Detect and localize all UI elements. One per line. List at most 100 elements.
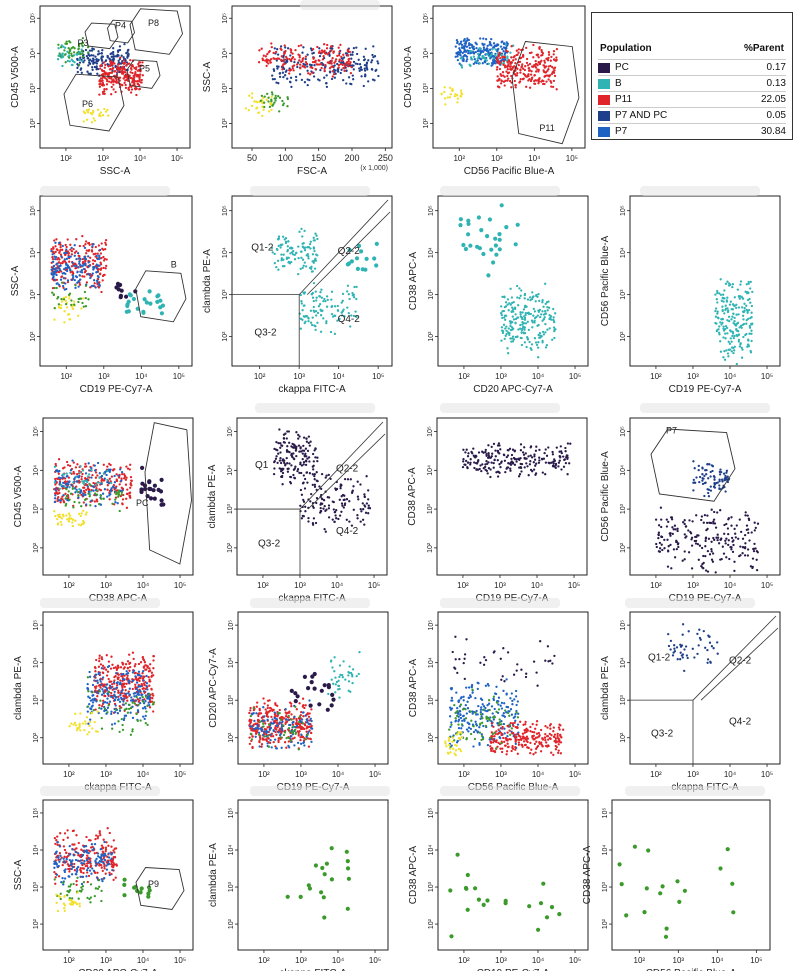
data-point — [99, 263, 103, 266]
data-point — [499, 57, 502, 60]
data-point — [475, 468, 478, 471]
data-point — [333, 520, 336, 523]
x-tick-label: 10⁵ — [174, 770, 186, 779]
y-axis-label: CD56 Pacific Blue-A — [600, 451, 611, 542]
data-point — [306, 253, 309, 256]
data-point — [520, 343, 524, 347]
data-point — [509, 51, 512, 54]
data-point — [76, 491, 80, 494]
data-point — [104, 241, 107, 244]
data-point — [77, 512, 81, 516]
data-point — [54, 241, 57, 244]
data-point — [465, 55, 469, 58]
data-point — [120, 83, 124, 87]
data-point — [94, 730, 98, 733]
data-point — [74, 286, 77, 290]
data-point — [87, 241, 91, 245]
data-point — [497, 247, 502, 252]
data-point — [467, 44, 471, 47]
plot-frame — [231, 5, 393, 149]
data-point — [98, 257, 101, 261]
data-point — [133, 72, 137, 76]
data-point — [306, 457, 309, 460]
y-tick-label: 10³ — [423, 83, 430, 94]
data-point — [117, 720, 120, 723]
data-point — [549, 59, 552, 62]
data-point — [99, 489, 103, 492]
data-point — [298, 59, 301, 62]
data-point — [695, 476, 698, 479]
data-point — [300, 44, 303, 47]
data-point — [545, 343, 549, 347]
data-point — [305, 437, 308, 440]
data-point — [500, 74, 503, 77]
data-point — [298, 435, 301, 438]
data-point — [71, 521, 74, 524]
data-point — [286, 96, 289, 99]
data-point — [112, 57, 115, 60]
data-point — [98, 113, 101, 116]
data-point — [137, 62, 140, 66]
data-point — [260, 47, 263, 50]
data-point — [727, 517, 731, 520]
data-point — [458, 62, 461, 65]
data-point — [666, 565, 670, 568]
data-point — [80, 512, 83, 515]
x-tick-label: 10² — [60, 372, 72, 381]
data-point — [88, 675, 92, 678]
data-point — [485, 453, 488, 456]
data-point — [94, 690, 98, 694]
data-point — [735, 328, 738, 331]
data-point — [316, 321, 319, 324]
data-point — [99, 481, 102, 485]
data-point — [756, 551, 759, 554]
data-point — [279, 457, 282, 460]
data-point — [534, 300, 537, 303]
data-point — [270, 95, 273, 98]
data-point — [69, 471, 72, 475]
data-point — [131, 701, 134, 704]
data-point — [343, 315, 346, 318]
x-tick-label: 200 — [344, 153, 359, 163]
data-point — [336, 304, 339, 308]
data-point — [351, 291, 354, 295]
data-point — [503, 453, 506, 457]
data-point — [334, 514, 337, 517]
data-point — [494, 252, 499, 257]
data-point — [98, 255, 101, 259]
data-point — [482, 46, 486, 49]
data-point — [68, 40, 71, 43]
data-point — [93, 679, 96, 682]
data-point — [544, 322, 547, 326]
data-point — [342, 78, 345, 82]
data-point — [465, 45, 469, 48]
data-point — [79, 471, 82, 474]
data-point — [82, 120, 85, 123]
data-point — [541, 79, 544, 82]
data-point — [80, 71, 83, 74]
data-point — [296, 65, 299, 69]
data-point — [720, 299, 723, 302]
data-point — [59, 245, 62, 249]
data-point — [493, 458, 496, 462]
data-point — [724, 490, 727, 493]
data-point — [94, 673, 98, 676]
x-tick-label: 10³ — [100, 770, 112, 779]
data-point — [130, 479, 133, 482]
data-point — [485, 234, 490, 239]
data-point — [66, 463, 70, 467]
data-point — [278, 57, 281, 60]
data-point — [131, 296, 136, 302]
data-point — [261, 102, 264, 105]
data-point — [655, 542, 658, 546]
data-point — [363, 67, 366, 70]
data-point — [58, 258, 61, 261]
data-point — [83, 290, 87, 294]
data-point — [714, 309, 717, 313]
data-point — [118, 707, 122, 710]
data-point — [57, 305, 61, 309]
data-point — [141, 696, 144, 699]
data-point — [102, 692, 105, 695]
data-point — [523, 68, 527, 72]
